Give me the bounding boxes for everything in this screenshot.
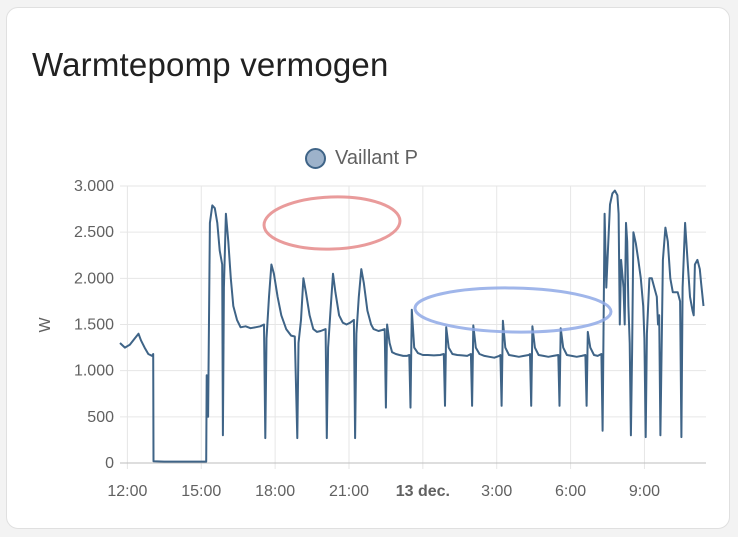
y-axis-label: W — [37, 317, 54, 333]
y-tick-label: 2.000 — [74, 270, 114, 287]
x-tick-label: 12:00 — [107, 483, 147, 500]
x-tick-label: 6:00 — [555, 483, 586, 500]
legend-swatch — [305, 148, 326, 169]
y-tick-label: 1.500 — [74, 317, 114, 334]
y-tick-label: 2.500 — [74, 224, 114, 241]
red-annotation-ellipse — [262, 195, 402, 251]
x-tick-label: 13 dec. — [396, 483, 450, 500]
y-tick-label: 500 — [87, 409, 114, 426]
y-tick-label: 3.000 — [74, 178, 114, 195]
x-tick-label: 18:00 — [255, 483, 295, 500]
series-line-0 — [119, 189, 705, 463]
x-tick-label: 3:00 — [481, 483, 512, 500]
blue-annotation-ellipse — [413, 286, 613, 334]
x-tick-label: 9:00 — [629, 483, 660, 500]
x-tick-label: 21:00 — [329, 483, 369, 500]
x-tick-label: 15:00 — [181, 483, 221, 500]
legend-label: Vaillant P — [335, 147, 419, 169]
chart-card: Warmtepomp vermogen Vaillant P — [6, 7, 730, 529]
legend-item[interactable]: Vaillant P — [305, 147, 418, 170]
card-title: Warmtepomp vermogen — [32, 46, 389, 83]
y-tick-label: 1.000 — [74, 363, 114, 380]
y-tick-label: 0 — [105, 455, 114, 472]
